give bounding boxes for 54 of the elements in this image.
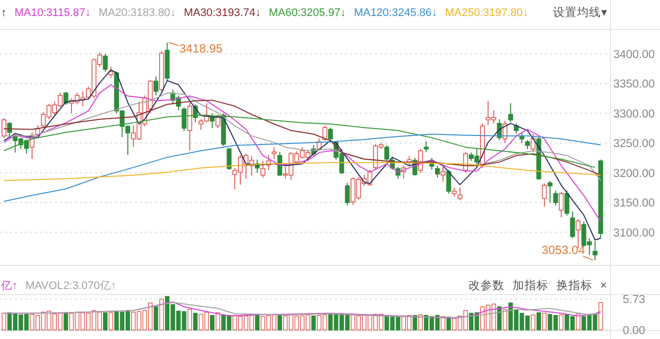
text: MA10:3115.87↓ (14, 7, 91, 19)
text: 加指标 (512, 279, 548, 292)
y-tick-label: 3350.00 (613, 78, 655, 91)
bar (64, 312, 68, 330)
bar (108, 312, 114, 330)
bar (418, 314, 423, 330)
bar (440, 316, 446, 330)
y-tick-label: 5.73 (622, 294, 646, 306)
bar (278, 314, 282, 330)
bar (311, 316, 316, 330)
y-tick-label: 3300.00 (613, 108, 655, 120)
bar (216, 312, 220, 330)
bar (159, 298, 164, 330)
annotation: 3053.04 (542, 243, 586, 258)
y-tick-label: 0.00 (622, 325, 646, 337)
text: ↑ (1, 7, 6, 19)
annotation: 3418.95 (179, 42, 223, 56)
bar (598, 302, 603, 330)
text: × (600, 280, 607, 292)
y-tick-label: 3400.00 (613, 48, 655, 61)
bar (412, 314, 418, 330)
bar (2, 312, 6, 330)
bar (210, 314, 214, 330)
y-tick-label: 3150.00 (613, 198, 655, 210)
line-series (3, 84, 602, 222)
bar (559, 314, 564, 330)
series-label: 亿↑ (0, 280, 18, 292)
line-series (3, 114, 596, 168)
bar (497, 306, 502, 330)
bar (187, 309, 192, 330)
text: MA120:3245.86↓ (354, 7, 438, 19)
text: MA30:3193.74↓ (184, 7, 261, 19)
text: 换指标 (556, 279, 592, 292)
line-series (3, 69, 602, 241)
text: MA250:3197.80↓ (445, 7, 528, 19)
annotation: 3053.04 (542, 243, 594, 261)
bar (502, 309, 508, 330)
y-tick-label: 3200.00 (613, 168, 655, 180)
bar (530, 314, 536, 330)
y-tick-label: 3250.00 (613, 138, 655, 150)
text: MA60:3205.97↓ (268, 7, 346, 19)
bar (103, 312, 108, 330)
bar (193, 312, 198, 330)
text: MA20:3183.80↓ (98, 7, 176, 19)
y-tick-label: 3100.00 (613, 227, 655, 240)
bar (255, 314, 260, 330)
bar (576, 313, 580, 330)
text: 设置均线▾ (553, 6, 608, 19)
text: 改参数 (468, 279, 504, 292)
series-label: MAVOL2:3.070亿↑ (26, 280, 116, 292)
bar (542, 312, 547, 330)
annotation: 3418.95 (168, 42, 223, 56)
bar (536, 312, 541, 330)
bar (154, 306, 158, 330)
